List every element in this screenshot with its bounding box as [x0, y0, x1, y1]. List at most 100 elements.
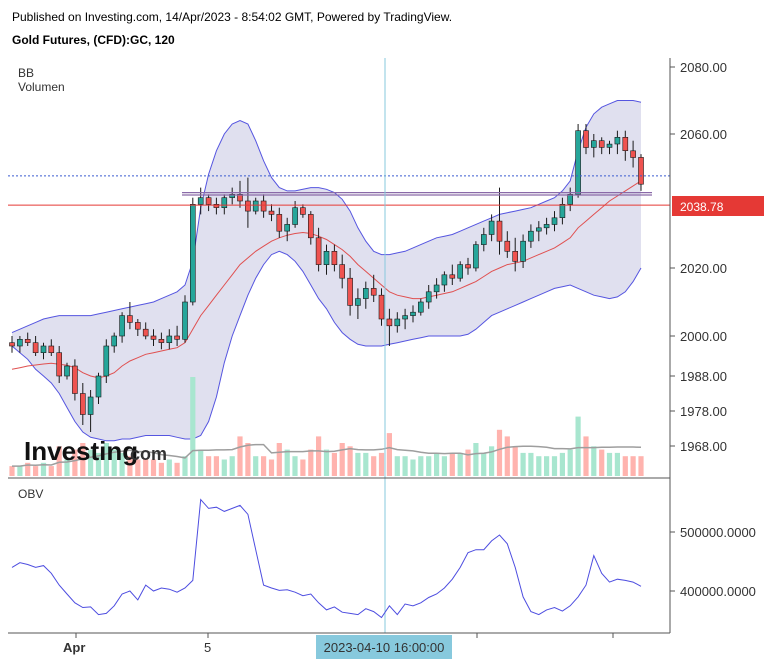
volume-bar	[253, 456, 259, 476]
volume-bar	[40, 462, 47, 476]
volume-bar	[64, 459, 70, 476]
candle	[622, 130, 629, 161]
volume-bar	[339, 443, 345, 476]
candle-body	[135, 322, 141, 330]
candle-body	[56, 352, 63, 377]
volume-bar	[316, 436, 322, 476]
candle	[135, 319, 141, 336]
candle	[512, 237, 519, 272]
volume-bar	[111, 449, 117, 476]
volume-bar	[190, 377, 196, 476]
volume-bar	[496, 429, 503, 476]
volume-bar	[630, 456, 636, 476]
volume-bar	[119, 452, 125, 476]
candle-body	[229, 194, 235, 198]
candle-body	[331, 251, 338, 266]
candle-body	[142, 328, 149, 337]
legend-obv: OBV	[18, 487, 43, 501]
candle-body	[441, 274, 448, 286]
candle-body	[158, 338, 165, 343]
candle	[614, 130, 621, 155]
candle	[386, 308, 393, 346]
candle-body	[237, 194, 243, 202]
volume-bar	[457, 452, 463, 476]
candle	[449, 264, 456, 285]
published-caption: Published on Investing.com, 14/Apr/2023 …	[12, 10, 453, 24]
candle	[40, 342, 47, 360]
volume-bar	[449, 452, 455, 476]
candle-body	[575, 130, 581, 195]
candle	[528, 224, 534, 248]
candle	[95, 372, 102, 404]
candle-body	[355, 298, 361, 306]
volume-bar	[268, 459, 275, 476]
volume-bar	[323, 449, 330, 476]
candle-body	[260, 200, 267, 212]
candle	[166, 329, 173, 350]
volume-bar	[206, 456, 212, 476]
candle-body	[221, 197, 228, 208]
candle-body	[551, 217, 558, 225]
candle-body	[473, 244, 479, 269]
price-tick-label: 1988.00	[680, 369, 727, 384]
candle-body	[543, 224, 550, 229]
candle	[48, 339, 55, 356]
candle-body	[590, 140, 597, 148]
investing-logo: Investing .com	[24, 436, 167, 466]
candle	[394, 312, 401, 333]
candle-body	[150, 335, 157, 340]
volume-bar	[418, 456, 424, 476]
candle-body	[166, 335, 173, 343]
candle-body	[292, 207, 298, 225]
candle-body	[614, 137, 621, 145]
volume-bar	[489, 446, 495, 476]
candle-body	[598, 140, 605, 148]
candle-body	[528, 230, 534, 242]
candle-body	[417, 301, 424, 313]
candle-body	[559, 204, 566, 219]
volume-bar	[441, 456, 447, 476]
volume-bar	[182, 456, 188, 476]
volume-bar	[9, 466, 15, 476]
candle	[182, 295, 188, 343]
candle-body	[80, 393, 86, 415]
volume-bar	[72, 449, 78, 476]
candle-body	[268, 210, 275, 215]
price-tick-label: 1978.00	[680, 404, 727, 419]
volume-bar	[103, 443, 109, 476]
candle	[190, 197, 196, 306]
candle-body	[103, 345, 110, 377]
volume-bar	[622, 456, 628, 476]
volume-bar	[237, 436, 243, 476]
volume-bar	[575, 416, 581, 476]
candle	[535, 221, 542, 242]
candle-body	[480, 234, 487, 245]
candle	[441, 271, 448, 292]
candle	[300, 204, 306, 218]
candle	[575, 124, 581, 198]
volume-bar	[606, 452, 613, 476]
candle-body	[205, 197, 212, 205]
candle	[347, 268, 353, 316]
volume-bar	[520, 452, 526, 476]
price-axis-ticks: 2080.00 2060.00 2020.00 2000.00 1988.00 1978.…	[670, 60, 727, 454]
volume-bar	[276, 443, 282, 476]
candle-body	[72, 365, 78, 394]
candle-body	[535, 227, 542, 232]
candle	[520, 234, 526, 268]
candle	[307, 211, 314, 245]
candle	[559, 197, 566, 225]
volume-bar	[638, 456, 644, 476]
candle	[638, 154, 644, 191]
candle-body	[87, 396, 94, 415]
x-label-5: 5	[204, 640, 211, 655]
candle	[127, 302, 133, 330]
candle	[583, 124, 589, 155]
candle-body	[127, 315, 133, 323]
volume-bar	[434, 452, 440, 476]
candle	[590, 134, 597, 158]
logo-suffix: .com	[125, 444, 167, 464]
volume-bar	[17, 466, 23, 476]
candle	[17, 336, 23, 353]
